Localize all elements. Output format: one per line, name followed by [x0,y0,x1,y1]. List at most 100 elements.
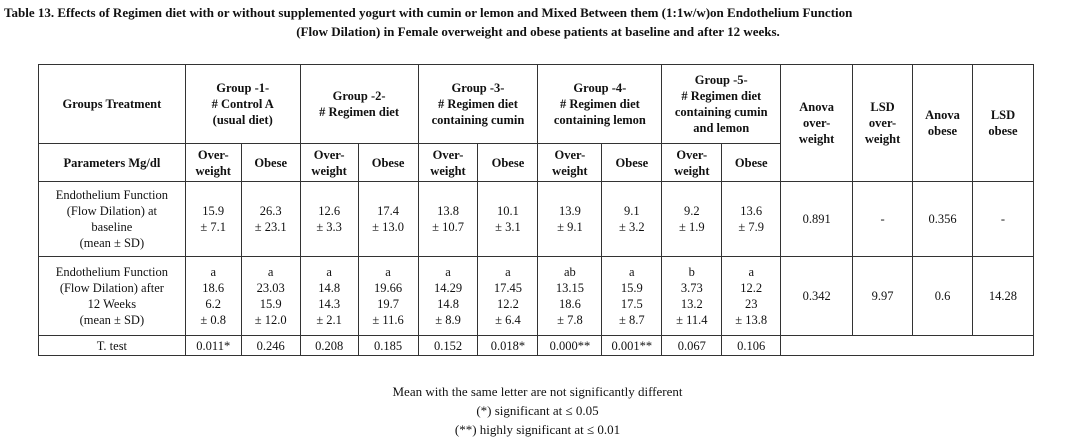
value-cell: 13.6 ± 7.9 [721,181,782,257]
value-line: 13.8 [437,204,459,218]
t-test-value: 0.011* [184,335,242,356]
value-line: ± 13.8 [735,313,768,327]
value-line: 13.2 [680,297,703,311]
t-test-value: 0.246 [240,335,301,356]
groups-treatment-header: Groups Treatment [38,64,186,144]
t-test-value: 0.067 [661,335,723,356]
value-line: ± 11.6 [372,313,404,327]
group-2-header: Group -2- # Regimen diet [299,64,419,144]
group-header-row: Groups Treatment Group -1- # Control A (us… [38,64,1035,182]
anova-overweight-header: Anova over-weight [780,64,854,182]
lsd-obese-header: LSD obese [971,64,1035,182]
overweight-label: Over- [313,147,345,162]
value-cell: 10.1 ± 3.1 [477,181,539,257]
group-description: containing cumin [674,105,768,119]
overweight-label: Over- [197,147,229,162]
value-cell: a 15.9 17.5 ± 8.7 [601,256,663,336]
stat-header-line: Anova [925,108,960,122]
group-1-header: Group -1- # Control A (usual diet) [184,64,301,144]
stat-header-line: over- [868,116,897,130]
value-line: ± 7.8 [557,313,583,327]
stat-value-cell: 0.891 [780,181,854,257]
group-description: and lemon [693,121,750,135]
subheader-row: Parameters Mg/dl Over-weight Obese Over-… [38,143,1034,182]
value-line: a [385,265,391,279]
value-line: ± 8.9 [435,313,461,327]
stat-value-cell: 9.97 [852,256,914,336]
value-line: ± 3.2 [619,220,645,234]
group-description: # Regimen diet [559,97,640,111]
value-cell: a 23.03 15.9 ± 12.0 [240,256,301,336]
value-line: 23.03 [256,281,285,295]
value-line: 17.45 [493,281,523,295]
value-line: a [267,265,274,279]
value-line: 10.1 [497,204,519,218]
stat-header-line: over- [802,116,831,130]
row-label-line: 12 Weeks [87,297,137,311]
value-line: 9.1 [624,204,640,218]
note-significant: (*) significant at ≤ 0.05 [476,403,599,418]
value-line: 13.15 [555,281,584,295]
stat-value-cell: - [971,181,1035,257]
stat-header-line: obese [988,124,1018,138]
value-line: 12.6 [318,204,341,218]
row-label-line: (Flow Dilation) at [66,204,158,218]
value-line: 12.2 [740,281,763,295]
overweight-label: Over- [554,147,586,162]
value-cell: 9.2 ± 1.9 [661,181,723,257]
row-label-line: Endothelium Function [55,188,168,202]
value-line: 14.29 [433,281,463,295]
value-line: 18.6 [202,281,225,295]
value-line: ± 9.1 [557,220,583,234]
group-description: # Regimen diet [438,97,518,111]
overweight-label: weight [430,163,466,178]
results-table: Groups Treatment Group -1- # Control A (us… [38,64,1035,356]
value-line: ± 10.7 [432,220,464,234]
value-line: ± 1.9 [678,220,705,234]
value-line: 12.2 [497,297,519,311]
group-title: Group -4- [573,81,627,95]
value-line: 13.9 [558,204,581,218]
value-line: ± 23.1 [254,220,287,234]
t-test-label: T. test [38,335,186,356]
value-line: 19.7 [377,297,400,311]
parameters-header: Parameters Mg/dl [38,143,186,182]
value-cell: 13.9 ± 9.1 [537,181,603,257]
lsd-overweight-header: LSD over-weight [852,64,914,182]
value-line: ± 2.1 [316,313,342,327]
group-description: # Regimen diet [319,105,400,119]
stat-header-line: weight [864,132,901,146]
value-line: a [748,265,754,279]
group-description: # Control A [211,97,274,111]
group-title: Group -3- [451,81,505,95]
overweight-label: weight [552,163,588,178]
caption-line-1: Table 13. Effects of Regimen diet with o… [4,5,853,20]
group-description: (usual diet) [212,113,273,127]
t-test-value: 0.018* [477,335,539,356]
value-line: 14.3 [318,297,341,311]
caption-line-2: (Flow Dilation) in Female overweight and… [296,24,780,39]
value-line: 14.8 [437,297,459,311]
row-label-line: Endothelium Function [55,265,168,279]
value-line: ± 13.0 [372,220,405,234]
value-cell: 13.8 ± 10.7 [417,181,479,257]
value-line: 9.2 [683,204,700,218]
value-line: 6.2 [205,297,222,311]
obese-subheader: Obese [240,143,301,182]
value-cell: ab 13.15 18.6 ± 7.8 [537,256,603,336]
value-line: a [505,265,511,279]
obese-subheader: Obese [721,143,782,182]
value-line: 23 [744,297,758,311]
row-label: Endothelium Function (Flow Dilation) at ba… [38,181,186,257]
overweight-subheader: Over-weight [299,143,359,182]
stat-value-cell: 0.342 [780,256,854,336]
group-title: Group -2- [332,89,386,103]
value-line: ± 3.1 [495,220,521,234]
t-test-value: 0.001** [601,335,663,356]
empty-stat-cell [780,335,1034,356]
value-line: ± 3.3 [316,220,342,234]
t-test-value: 0.106 [721,335,782,356]
t-test-value: 0.185 [357,335,419,356]
group-title: Group -5- [694,73,748,87]
value-cell: a 14.29 14.8 ± 8.9 [417,256,479,336]
